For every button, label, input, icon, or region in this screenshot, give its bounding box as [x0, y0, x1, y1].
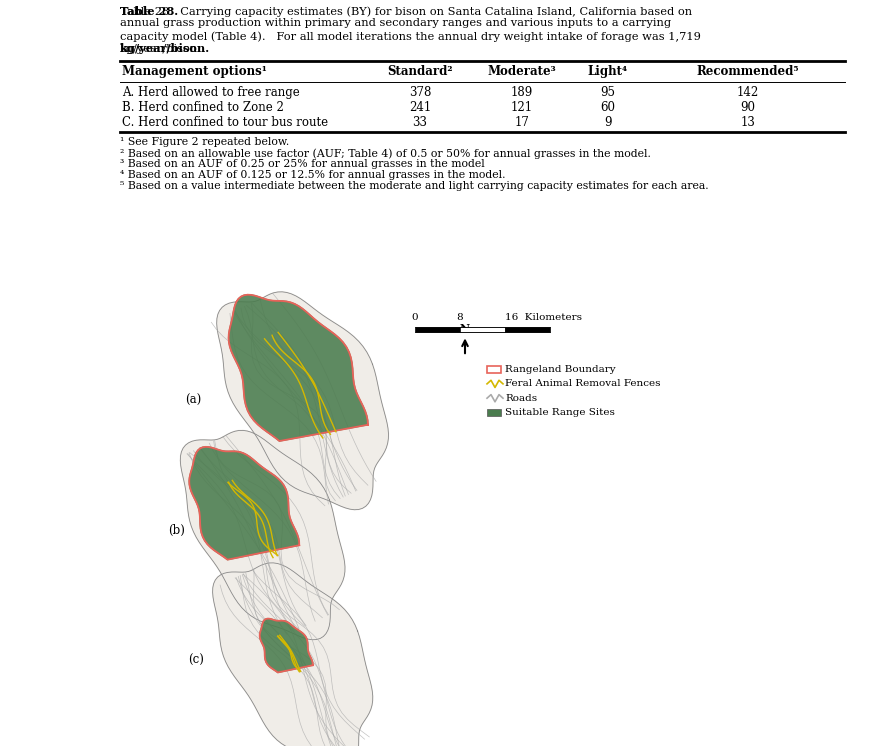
Text: ² Based on an allowable use factor (AUF; Table 4) of 0.5 or 50% for annual grass: ² Based on an allowable use factor (AUF;…: [120, 148, 651, 159]
Text: N: N: [460, 323, 470, 333]
Bar: [487, 366, 501, 373]
Text: Suitable Range Sites: Suitable Range Sites: [505, 408, 615, 417]
Text: ¹ See Figure 2 repeated below.: ¹ See Figure 2 repeated below.: [120, 137, 289, 147]
Text: Recommended⁵: Recommended⁵: [697, 65, 800, 78]
Text: 121: 121: [511, 101, 533, 114]
Polygon shape: [189, 447, 300, 560]
Text: Rangeland Boundary: Rangeland Boundary: [505, 365, 616, 374]
Text: ⁵ Based on a value intermediate between the moderate and light carrying capacity: ⁵ Based on a value intermediate between …: [120, 181, 709, 191]
Polygon shape: [228, 295, 368, 441]
Text: 241: 241: [408, 101, 431, 114]
Text: 33: 33: [413, 116, 428, 129]
Text: annual grass production within primary and secondary ranges and various inputs t: annual grass production within primary a…: [120, 19, 672, 28]
Text: 95: 95: [600, 86, 616, 99]
Text: 60: 60: [600, 101, 616, 114]
Text: 16  Kilometers: 16 Kilometers: [505, 313, 582, 322]
Polygon shape: [217, 292, 388, 510]
Text: kg/year/bison.: kg/year/bison.: [120, 43, 210, 54]
Text: 378: 378: [408, 86, 431, 99]
Text: Roads: Roads: [505, 394, 537, 403]
Text: 9: 9: [604, 116, 611, 129]
Text: 142: 142: [737, 86, 760, 99]
Text: ³ Based on an AUF of 0.25 or 25% for annual grasses in the model: ³ Based on an AUF of 0.25 or 25% for ann…: [120, 159, 485, 169]
Text: 13: 13: [740, 116, 755, 129]
Bar: [487, 409, 501, 416]
Polygon shape: [213, 563, 373, 746]
Text: Feral Animal Removal Fences: Feral Animal Removal Fences: [505, 380, 660, 389]
Text: 0: 0: [412, 313, 418, 322]
Text: capacity model (Table 4).   For all model iterations the annual dry weight intak: capacity model (Table 4). For all model …: [120, 31, 701, 42]
Text: (a): (a): [185, 395, 201, 407]
Text: Light⁴: Light⁴: [588, 65, 628, 78]
Text: B. Herd confined to Zone 2: B. Herd confined to Zone 2: [122, 101, 284, 114]
Text: 189: 189: [511, 86, 533, 99]
Text: 90: 90: [740, 101, 755, 114]
Text: 17: 17: [515, 116, 530, 129]
Bar: [460, 327, 505, 332]
Text: ⁴ Based on an AUF of 0.125 or 12.5% for annual grasses in the model.: ⁴ Based on an AUF of 0.125 or 12.5% for …: [120, 170, 505, 180]
Text: (c): (c): [188, 654, 204, 668]
Bar: [415, 327, 460, 332]
Text: 8: 8: [456, 313, 463, 322]
Text: Standard²: Standard²: [388, 65, 453, 78]
Polygon shape: [260, 618, 313, 672]
Bar: [505, 327, 550, 332]
Text: Moderate³: Moderate³: [488, 65, 557, 78]
Text: kg/year/bison.: kg/year/bison.: [120, 43, 202, 54]
Text: Table 28.  Carrying capacity estimates (BY) for bison on Santa Catalina Island, : Table 28. Carrying capacity estimates (B…: [120, 6, 692, 16]
Text: Management options¹: Management options¹: [122, 65, 267, 78]
Text: A. Herd allowed to free range: A. Herd allowed to free range: [122, 86, 300, 99]
Text: Table 28.: Table 28.: [120, 6, 179, 17]
Polygon shape: [180, 430, 345, 640]
Text: (b): (b): [168, 524, 185, 537]
Text: C. Herd confined to tour bus route: C. Herd confined to tour bus route: [122, 116, 328, 129]
